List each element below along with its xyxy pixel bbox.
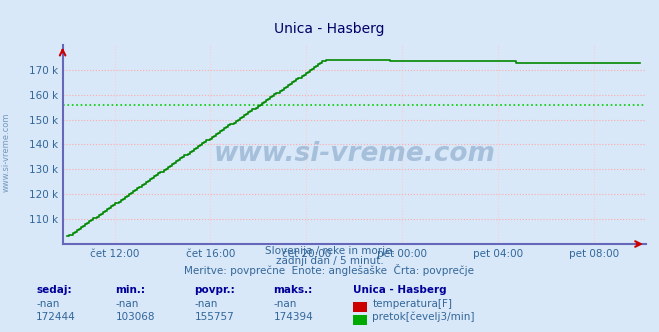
Text: -nan: -nan: [36, 299, 59, 309]
Text: Slovenija / reke in morje.: Slovenija / reke in morje.: [264, 246, 395, 256]
Text: 172444: 172444: [36, 312, 76, 322]
Text: -nan: -nan: [194, 299, 217, 309]
Text: min.:: min.:: [115, 285, 146, 295]
Text: 174394: 174394: [273, 312, 313, 322]
Text: 103068: 103068: [115, 312, 155, 322]
Text: -nan: -nan: [273, 299, 297, 309]
Text: Unica - Hasberg: Unica - Hasberg: [353, 285, 446, 295]
Text: Meritve: povprečne  Enote: anglešaške  Črta: povprečje: Meritve: povprečne Enote: anglešaške Črt…: [185, 264, 474, 276]
Text: www.si-vreme.com: www.si-vreme.com: [214, 141, 495, 167]
Text: povpr.:: povpr.:: [194, 285, 235, 295]
Text: zadnji dan / 5 minut.: zadnji dan / 5 minut.: [275, 256, 384, 266]
Text: www.si-vreme.com: www.si-vreme.com: [2, 113, 11, 193]
Text: -nan: -nan: [115, 299, 138, 309]
Text: sedaj:: sedaj:: [36, 285, 72, 295]
Text: Unica - Hasberg: Unica - Hasberg: [274, 22, 385, 36]
Text: maks.:: maks.:: [273, 285, 313, 295]
Text: 155757: 155757: [194, 312, 234, 322]
Text: temperatura[F]: temperatura[F]: [372, 299, 452, 309]
Text: pretok[čevelj3/min]: pretok[čevelj3/min]: [372, 312, 475, 322]
